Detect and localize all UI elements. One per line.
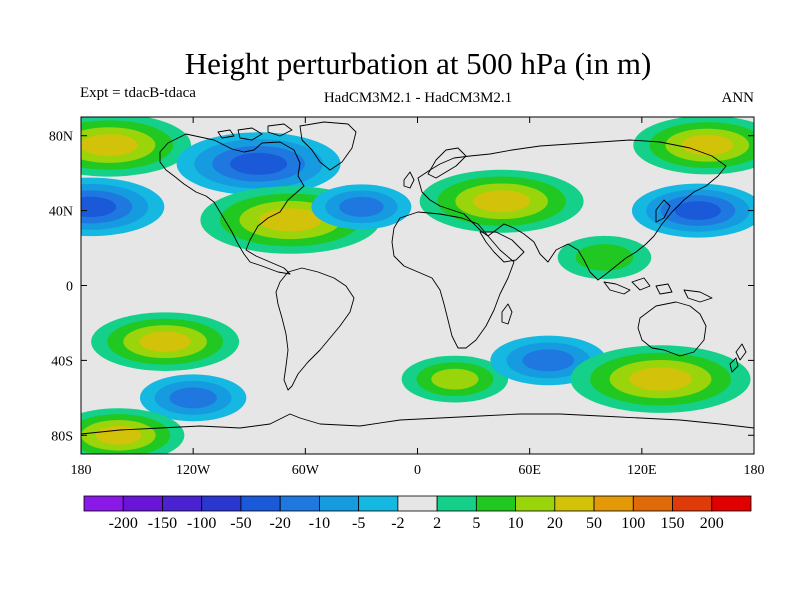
contour-level--20 — [81, 196, 117, 218]
coastlines — [81, 121, 754, 435]
colorbar-swatch — [593, 495, 634, 512]
colorbar-swatch — [711, 495, 752, 512]
colorbar-swatch — [122, 495, 163, 512]
height-field — [81, 117, 754, 454]
y-tick-label: 40N — [49, 205, 73, 220]
plot-title: Height perturbation at 500 hPa (in m) — [185, 46, 652, 81]
colorbar-swatch — [319, 495, 360, 512]
axis-ticks: 180 120W 60W 0 60E 120E 180 80N 40N 0 40S 80S — [49, 117, 765, 478]
coast-antarctica — [81, 413, 754, 435]
x-tick-label: 180 — [71, 463, 92, 478]
coast-arabia — [479, 231, 525, 263]
colorbar-label: -100 — [187, 515, 216, 532]
field-cell-12 — [401, 355, 509, 403]
colorbar-swatch — [83, 495, 124, 512]
colorbar-swatch — [554, 495, 595, 512]
field-cell-2 — [176, 132, 341, 196]
contour-level-20 — [95, 425, 142, 445]
x-tick-label: 0 — [414, 463, 421, 478]
colorbar-swatch — [632, 495, 673, 512]
colorbar-swatch — [475, 495, 516, 512]
colorbar-label: 10 — [508, 515, 524, 532]
colorbar-swatch — [436, 495, 477, 512]
coast-south-america — [275, 267, 355, 391]
x-tick-label: 60E — [518, 463, 541, 478]
colorbar-label: 20 — [547, 515, 563, 532]
field-cell-5 — [311, 184, 412, 230]
contour-level-5 — [575, 244, 634, 271]
field-cell-7 — [633, 117, 754, 175]
x-tick-label: 180 — [744, 463, 765, 478]
coast-madagascar — [501, 303, 513, 325]
coast-new-zealand — [729, 343, 747, 373]
colorbar-label: -200 — [109, 515, 138, 532]
x-tick-label: 120W — [176, 463, 211, 478]
field-cell-15 — [81, 408, 185, 454]
coast-north-america — [159, 133, 305, 275]
field-cell-6 — [419, 169, 584, 233]
map-panel — [80, 116, 755, 455]
contour-level-10 — [431, 368, 479, 390]
y-tick-label: 40S — [51, 354, 73, 369]
colorbar-label: 100 — [621, 515, 645, 532]
y-tick-label: 0 — [66, 280, 73, 295]
y-tick-label: 80S — [51, 429, 73, 444]
x-tick-label: 120E — [627, 463, 657, 478]
contour-level-20 — [473, 190, 531, 213]
contour-level-20 — [629, 367, 692, 391]
colorbar-label: 2 — [433, 515, 441, 532]
coast-british-isles — [403, 171, 415, 189]
colorbar-label: 200 — [700, 515, 724, 532]
colorbar-swatch — [397, 495, 438, 512]
contour-level--20 — [674, 201, 721, 221]
field-cell-1 — [81, 117, 192, 177]
colorbar-label: -150 — [148, 515, 177, 532]
colorbar-swatch — [672, 495, 713, 512]
colorbar-label: 150 — [661, 515, 685, 532]
colorbar-swatch — [279, 495, 320, 512]
subtitle-right: ANN — [722, 90, 755, 106]
field-cell-3 — [81, 177, 165, 237]
subtitle-left: Expt = tdacB-tdaca — [80, 85, 196, 101]
x-tick-label: 60W — [292, 463, 320, 478]
subtitle-center: HadCM3M2.1 - HadCM3M2.1 — [324, 90, 512, 106]
coast-scandinavia — [427, 147, 467, 179]
colorbar-label: -5 — [352, 515, 365, 532]
field-cell-14 — [570, 345, 751, 413]
y-tick-label: 80N — [49, 130, 73, 145]
contour-level--20 — [230, 152, 288, 175]
coast-indonesia — [603, 277, 713, 303]
contour-level--10 — [339, 196, 384, 217]
colorbar-swatch — [358, 495, 399, 512]
coast-arctic-islands — [217, 123, 293, 141]
contour-level-20 — [681, 134, 733, 156]
colorbar-label: 5 — [472, 515, 480, 532]
field-cell-9 — [557, 235, 652, 280]
colorbar-swatch — [240, 495, 281, 512]
field-cell-8 — [631, 183, 754, 238]
field-cell-11 — [139, 374, 247, 422]
colorbar-label: -2 — [391, 515, 404, 532]
coast-australia — [637, 301, 707, 357]
colorbar-label: -50 — [230, 515, 251, 532]
contour-level-20 — [139, 331, 191, 352]
coast-africa — [391, 211, 515, 349]
colorbar-swatch — [162, 495, 203, 512]
colorbar-label: 50 — [586, 515, 602, 532]
colorbar-swatch — [201, 495, 242, 512]
coast-greenland — [299, 121, 357, 171]
contour-level--10 — [169, 387, 217, 409]
colorbar: -200 -150 -100 -50 -20 -10 -5 -2 2 5 10 20 50 100 150 2… — [83, 495, 752, 532]
contour-level--10 — [522, 349, 575, 372]
colorbar-swatch — [515, 495, 556, 512]
colorbar-label: -10 — [309, 515, 330, 532]
contour-level-20 — [81, 134, 138, 157]
coast-japan — [655, 199, 671, 223]
field-cell-10 — [91, 312, 240, 371]
contour-level-20 — [259, 208, 322, 232]
colorbar-label: -20 — [270, 515, 291, 532]
